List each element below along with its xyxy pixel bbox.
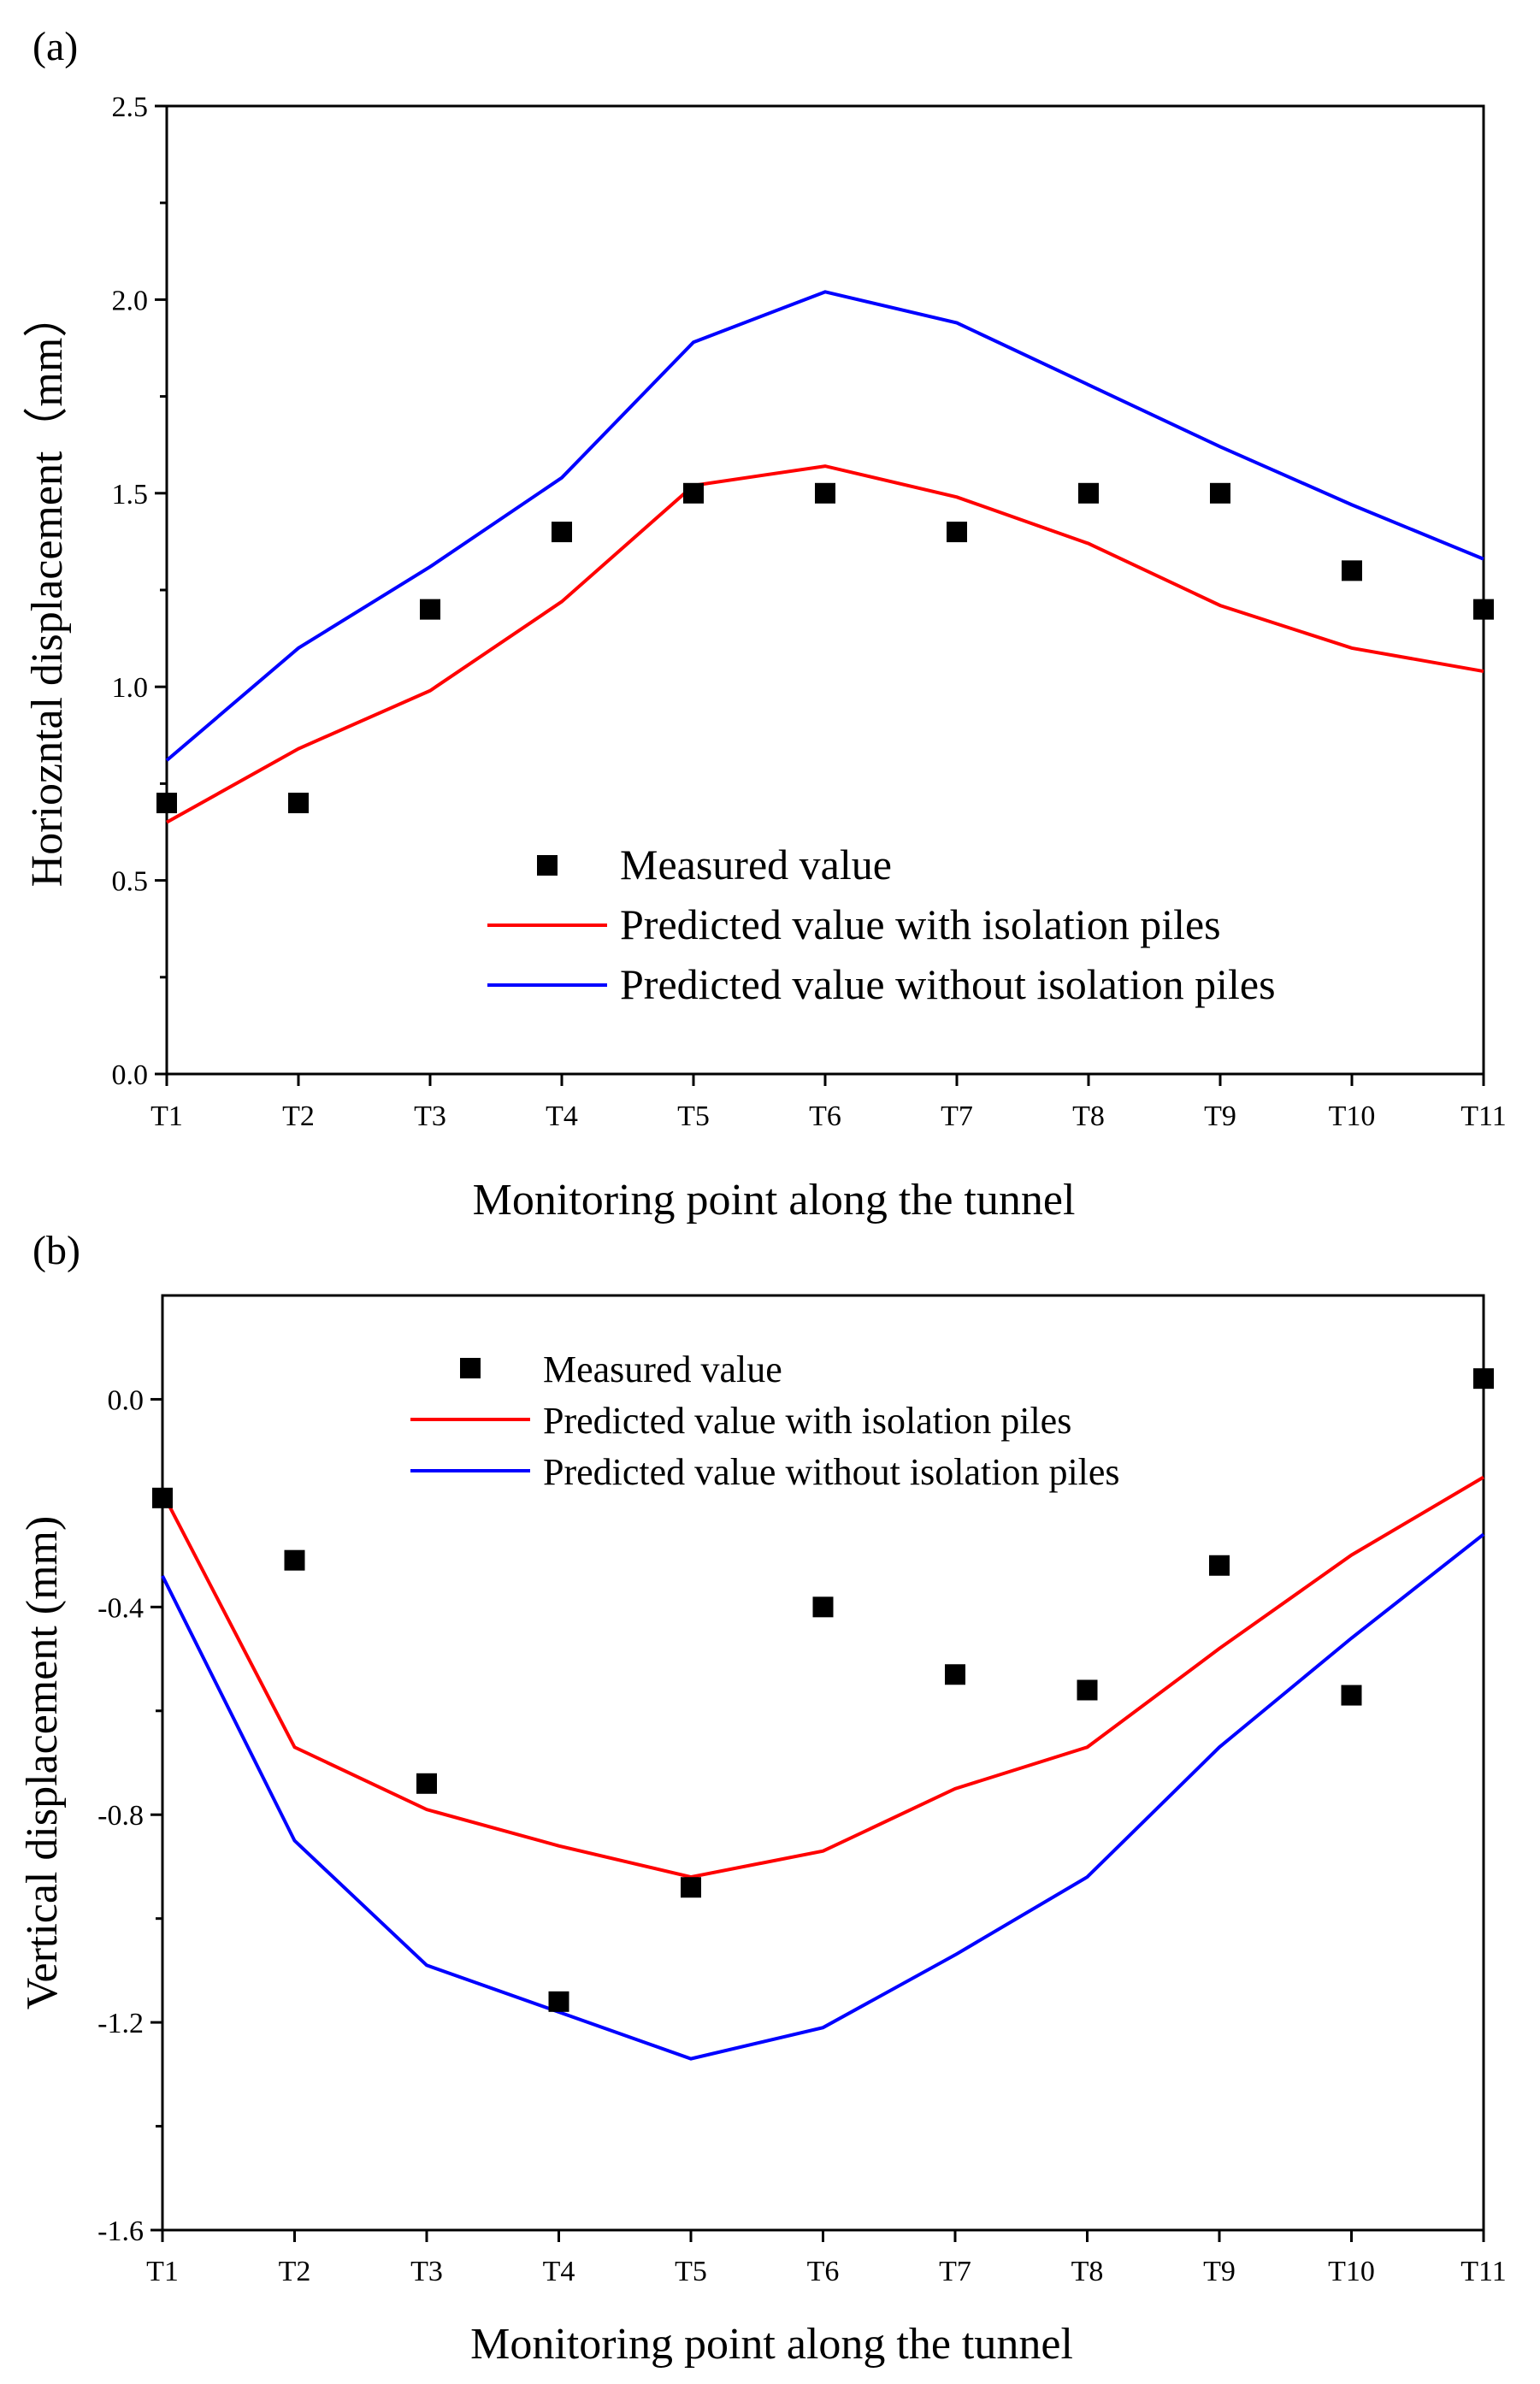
legend-label: Predicted value with isolation piles	[543, 1400, 1071, 1442]
measured-point	[416, 1773, 437, 1794]
x-tick-label: T2	[282, 1101, 315, 1132]
measured-point	[1473, 1368, 1494, 1390]
x-tick-label: T1	[146, 2256, 179, 2287]
measured-point	[552, 522, 572, 543]
legend-label: Measured value	[620, 841, 892, 888]
y-axis-title: Horiozntal displacement（mm）	[23, 293, 72, 888]
legend-label: Predicted value without isolation piles	[620, 960, 1276, 1008]
measured-point	[1209, 1555, 1230, 1576]
legend-marker	[460, 1358, 481, 1378]
measured-point	[1341, 1685, 1362, 1706]
legend-label: Measured value	[543, 1348, 782, 1390]
x-tick-label: T5	[675, 2256, 707, 2287]
measured-point	[945, 1664, 965, 1685]
x-tick-label: T5	[677, 1101, 710, 1132]
x-tick-label: T7	[941, 1101, 973, 1132]
chart-panel-a: (a) 0.0 0.5 1.0 1.5 2.0 2.5 T1 T2 T3 T4 T5 T6 T7 T8 T9 T…	[23, 24, 1507, 1224]
x-tick-label: T1	[150, 1101, 183, 1132]
legend-label: Predicted value with isolation piles	[620, 900, 1221, 948]
y-tick-label: 0.5	[112, 866, 149, 898]
series-line-without-piles	[165, 290, 1484, 762]
series-line-with-piles	[166, 464, 1484, 824]
x-tick-label: T9	[1204, 1101, 1236, 1132]
x-tick-label: T8	[1072, 1101, 1105, 1132]
y-tick-label: 2.0	[112, 285, 149, 316]
measured-point	[1473, 599, 1494, 620]
x-tick-label: T4	[543, 2256, 575, 2287]
series-line-without-piles	[161, 1532, 1485, 2061]
y-tick-label: 0.0	[112, 1059, 149, 1091]
legend-marker	[537, 855, 558, 876]
x-tick-label: T6	[809, 1101, 841, 1132]
x-axis-title: Monitoring point along the tunnel	[473, 1176, 1076, 1224]
measured-point	[284, 1549, 305, 1571]
y-tick-label: 0.0	[108, 1384, 145, 1416]
measured-point	[681, 1877, 701, 1898]
measured-point	[156, 793, 177, 814]
measured-point	[812, 1596, 834, 1618]
x-tick-label: T8	[1071, 2256, 1104, 2287]
y-tick-label: -0.4	[97, 1592, 144, 1624]
measured-point	[815, 482, 835, 504]
x-tick-label: T4	[546, 1101, 578, 1132]
x-tick-label: T7	[939, 2256, 971, 2287]
measured-point	[1210, 482, 1230, 504]
x-tick-label: T3	[414, 1101, 446, 1132]
x-tick-label: T6	[807, 2256, 840, 2287]
y-tick-label: -1.6	[97, 2216, 144, 2247]
x-tick-label: T2	[279, 2256, 311, 2287]
y-tick-label: 1.5	[112, 479, 149, 510]
y-tick-label: -1.2	[97, 2008, 144, 2039]
x-tick-label: T9	[1203, 2256, 1236, 2287]
y-tick-label: -0.8	[97, 1800, 144, 1832]
measured-point	[1077, 1679, 1098, 1701]
x-axis-title: Monitoring point along the tunnel	[470, 2320, 1073, 2369]
measured-point	[420, 599, 440, 620]
x-tick-label: T11	[1460, 1101, 1507, 1132]
panel-label: (a)	[32, 24, 78, 69]
series-line-with-piles	[161, 1475, 1485, 1879]
measured-point	[1078, 482, 1099, 504]
measured-point	[152, 1487, 173, 1508]
y-axis-title: Vertical displacement (mm)	[18, 1516, 67, 2010]
measured-point	[288, 793, 309, 814]
x-tick-label: T10	[1329, 1101, 1376, 1132]
measured-point	[1342, 560, 1362, 581]
x-tick-label: T3	[410, 2256, 443, 2287]
measured-point	[947, 522, 967, 543]
measured-point	[683, 482, 704, 504]
x-tick-label: T11	[1460, 2256, 1507, 2287]
legend-label: Predicted value without isolation piles	[543, 1451, 1120, 1493]
chart-panel-b: (b) -1.6 -1.2 -0.8 -0.4 0.0 T1 T2 T3 T4 T5 T6 T7 T8 T9…	[18, 1228, 1507, 2369]
measured-point	[548, 1991, 569, 2012]
x-tick-label: T10	[1328, 2256, 1375, 2287]
y-tick-label: 1.0	[112, 672, 149, 704]
y-tick-label: 2.5	[112, 91, 149, 123]
panel-label: (b)	[32, 1228, 80, 1273]
